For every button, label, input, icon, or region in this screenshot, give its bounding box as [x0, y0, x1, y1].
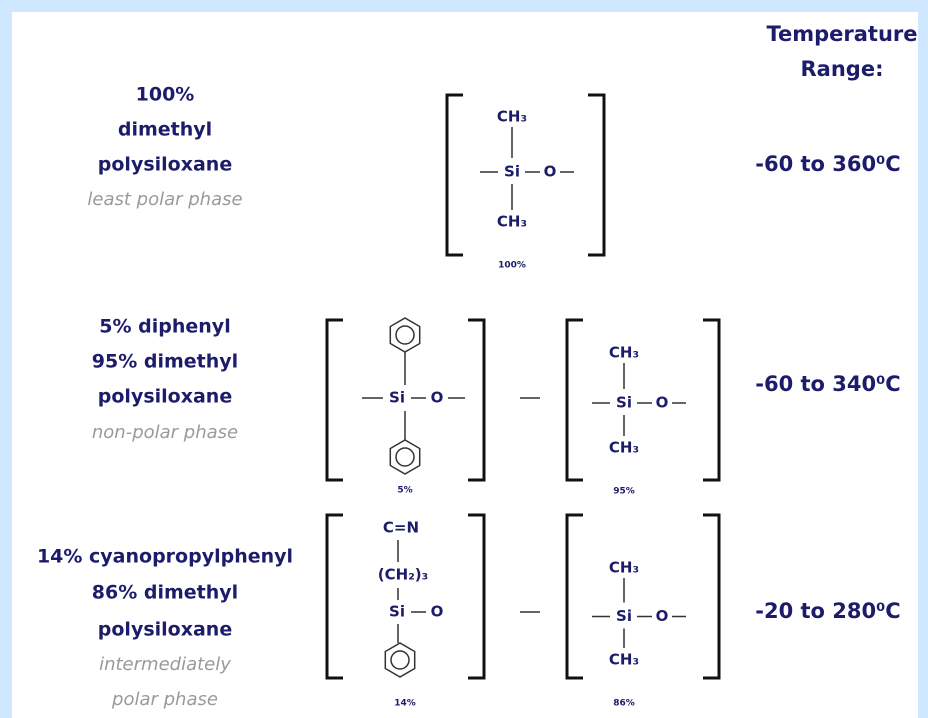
temperature-range: -60 to 340⁰C	[755, 372, 900, 396]
compound-name: dimethyl	[118, 119, 212, 141]
compound-name: 5% diphenyl	[99, 316, 230, 338]
temperature-range: -60 to 360⁰C	[755, 152, 900, 176]
temperature-range: -20 to 280⁰C	[755, 599, 900, 623]
benzene-circle	[395, 325, 415, 345]
phase-description: least polar phase	[87, 189, 242, 210]
compound-name: polysiloxane	[98, 386, 232, 408]
bracket	[325, 318, 343, 482]
atom: CH₃	[497, 213, 527, 231]
panel	[12, 12, 918, 718]
atom: Si	[389, 603, 405, 621]
bracket	[468, 318, 486, 482]
benzene-circle	[390, 650, 410, 670]
bracket	[703, 318, 721, 482]
atom: CH₃	[609, 559, 639, 577]
compound-name: 100%	[136, 84, 195, 106]
atom: CH₃	[609, 439, 639, 457]
percent-label: 5%	[397, 486, 412, 496]
bracket	[445, 93, 463, 257]
compound-name: polysiloxane	[98, 154, 232, 176]
benzene-circle	[395, 447, 415, 467]
percent-label: 100%	[498, 261, 526, 271]
phase-description: non-polar phase	[92, 422, 238, 443]
benzene-ring	[389, 439, 421, 475]
atom: (CH₂)₃	[378, 566, 428, 584]
benzene-ring	[384, 642, 416, 678]
atom: C=N	[383, 519, 419, 537]
atom: O	[544, 163, 557, 181]
compound-name: 14% cyanopropylphenyl	[37, 546, 293, 568]
bracket	[325, 513, 343, 680]
percent-label: 95%	[613, 487, 635, 497]
compound-name: 86% dimethyl	[92, 582, 238, 604]
compound-name: polysiloxane	[98, 619, 232, 641]
compound-name: 95% dimethyl	[92, 351, 238, 373]
phase-description: polar phase	[111, 689, 218, 710]
atom: O	[656, 607, 669, 625]
atom: Si	[616, 607, 632, 625]
atom: CH₃	[609, 344, 639, 362]
header-line: Temperature	[766, 22, 917, 46]
atom: O	[656, 394, 669, 412]
header-line: Range:	[801, 57, 884, 81]
bracket	[468, 513, 486, 680]
percent-label: 86%	[613, 699, 635, 709]
bracket	[588, 93, 606, 257]
atom: CH₃	[497, 108, 527, 126]
atom: Si	[389, 389, 405, 407]
bracket	[703, 513, 721, 680]
bracket	[565, 513, 583, 680]
bracket	[565, 318, 583, 482]
percent-label: 14%	[394, 699, 416, 709]
atom: O	[431, 389, 444, 407]
atom: Si	[504, 163, 520, 181]
phase-description: intermediately	[99, 654, 231, 675]
atom: Si	[616, 394, 632, 412]
atom: CH₃	[609, 651, 639, 669]
atom: O	[431, 603, 444, 621]
